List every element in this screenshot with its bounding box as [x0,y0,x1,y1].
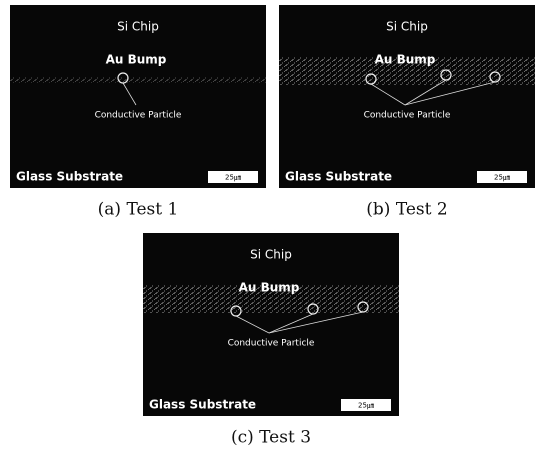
particle-label: Conductive Particle [95,111,182,121]
panel: Si Chip Au Bump Conductive Particle Glass S… [279,5,535,188]
si-chip-label: Si Chip [117,20,159,34]
bond-layer [10,77,266,83]
figure: Si Chip Au Bump Conductive Particle Glass S… [0,0,536,457]
substrate-label: Glass Substrate [16,170,123,184]
au-bump-label: Au Bump [106,53,167,67]
caption: (a) Test 1 [98,200,179,220]
scale-bar-label: 25㎛ [494,174,510,183]
particle-label: Conductive Particle [228,339,315,349]
si-chip-label: Si Chip [250,248,292,262]
substrate-label: Glass Substrate [285,170,392,184]
substrate-label: Glass Substrate [149,398,256,412]
panel: Si Chip Au Bump Conductive Particle Glass S… [10,5,266,188]
au-bump-label: Au Bump [375,53,436,67]
scale-bar-label: 25㎛ [358,402,374,411]
au-bump-label: Au Bump [239,281,300,295]
particle-label: Conductive Particle [364,111,451,121]
caption: (b) Test 2 [366,200,447,220]
si-chip-label: Si Chip [386,20,428,34]
panel: Si Chip Au Bump Conductive Particle Glass S… [143,233,399,416]
scale-bar-label: 25㎛ [225,174,241,183]
caption: (c) Test 3 [231,428,311,448]
